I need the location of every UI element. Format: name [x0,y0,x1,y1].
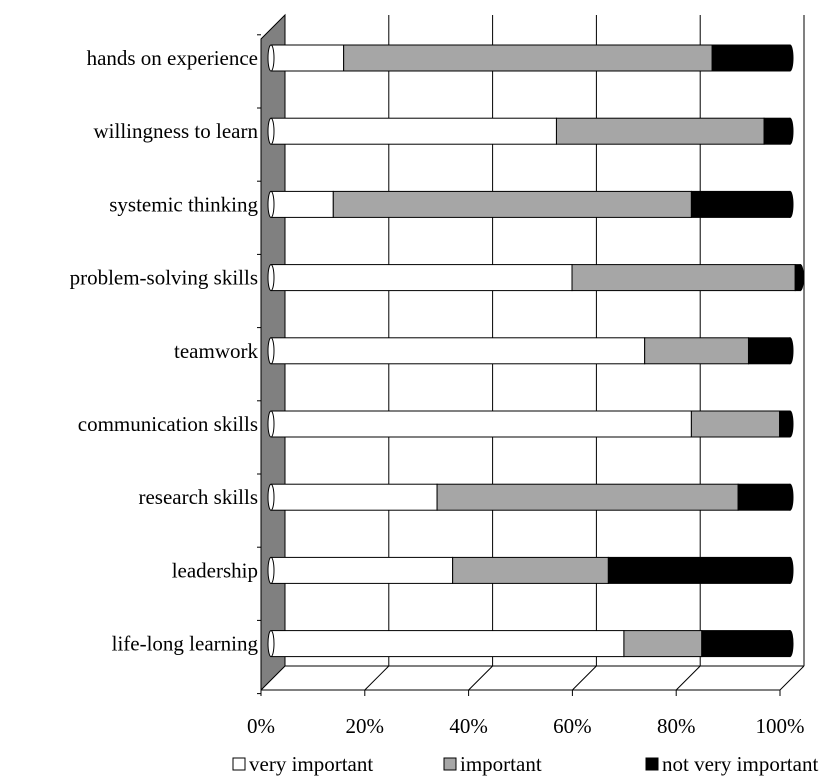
bar-segment [644,337,749,365]
legend-label: very important [249,752,373,776]
bar-segment [270,410,692,438]
legend-swatch [232,757,246,771]
bar-end-cap [786,117,794,145]
bar-segment [452,556,609,584]
legend-label: important [460,752,542,776]
bar-end-cap [267,44,275,72]
bar-end-cap [796,264,804,292]
bar-segment [270,190,334,218]
category-label: problem-solving skills [70,266,258,290]
bar-segment [270,337,646,365]
floor-gridline [779,665,805,691]
bars [267,44,804,658]
bar-segment [270,117,557,145]
bar-segment [571,264,796,292]
x-tick-label: 20% [346,714,385,738]
x-tick-labels: 0% 20% 40% 60% 80% 100% [247,714,805,738]
bar-end-cap [267,410,275,438]
bar-segment [332,190,692,218]
bar-end-cap [267,190,275,218]
bar-end-cap [786,337,794,365]
category-label: research skills [138,485,258,509]
x-tick-label: 60% [553,714,592,738]
bar-segment [701,630,791,658]
floor-gridline [572,665,597,691]
bar-segment [747,337,791,365]
bar-segment [690,190,791,218]
bar-segment [270,483,438,511]
bar-end-cap [267,556,275,584]
legend-swatch [645,757,659,771]
category-label: willingness to learn [94,119,259,143]
category-label: communication skills [78,412,258,436]
bar-segment [436,483,739,511]
bar-segment [270,44,345,72]
bar-end-cap [786,483,794,511]
bar-end-cap [786,630,794,658]
bar-segment [737,483,791,511]
bar-end-cap [267,483,275,511]
legend-swatch [443,757,457,771]
bar-end-cap [786,190,794,218]
bar-end-cap [786,44,794,72]
category-labels: hands on experience willingness to learn s… [70,46,259,656]
x-tick-label: 0% [247,714,275,738]
bar-end-cap [786,556,794,584]
category-label: systemic thinking [109,192,258,216]
bar-segment [270,556,454,584]
bar-end-cap [267,117,275,145]
category-label: hands on experience [87,46,258,70]
bar-segment [763,117,791,145]
chart-floor [260,665,805,696]
legend-label: not very important [662,752,818,776]
bar-segment [343,44,713,72]
bar-segment [607,556,791,584]
bar-segment [555,117,765,145]
bar-end-cap [786,410,794,438]
bar-end-cap [267,630,275,658]
floor-gridline [364,665,390,691]
legend: very important important not very importan… [232,752,818,776]
floor-gridline [468,665,493,691]
x-tick-label: 80% [657,714,696,738]
category-label: teamwork [174,339,258,363]
bar-segment [270,264,573,292]
x-tick-label: 40% [449,714,488,738]
bar-segment [711,44,791,72]
bar-segment [690,410,781,438]
floor-gridline [675,665,701,691]
bar-segment [270,630,625,658]
bar-end-cap [267,264,275,292]
x-tick-label: 100% [756,714,805,738]
bar-end-cap [267,337,275,365]
category-label: life-long learning [112,632,259,656]
bar-segment [623,630,703,658]
category-label: leadership [172,558,258,582]
